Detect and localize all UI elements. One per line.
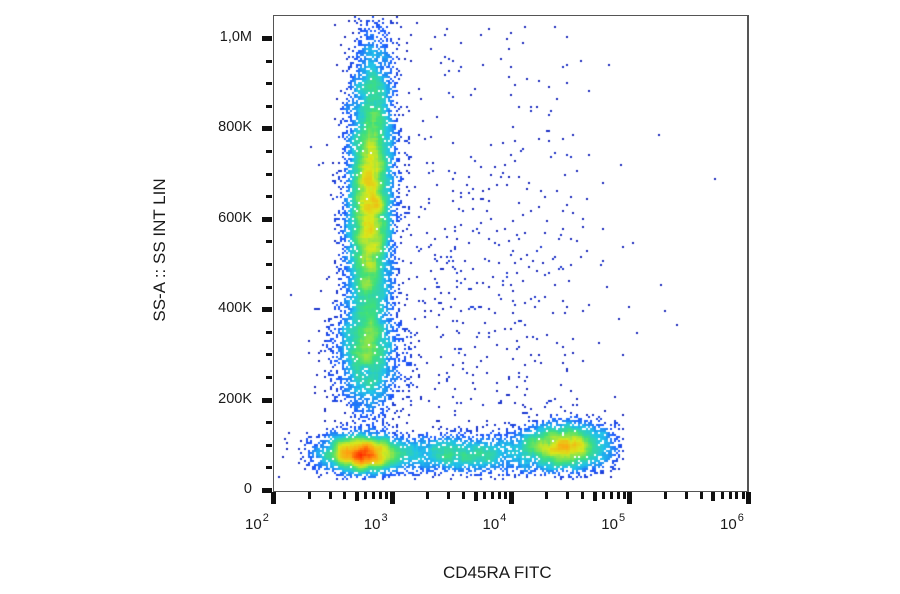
x-tick-minor [328,492,332,499]
y-tick-minor [266,240,272,244]
x-tick-minor [426,492,430,499]
y-tick-minor [266,330,272,334]
x-tick-minor [684,492,688,499]
y-tick-major [262,36,272,41]
x-tick-minor [720,492,724,499]
y-tick-major [262,488,272,493]
x-tick-minor [504,492,508,499]
x-tick-minor [462,492,466,499]
x-tick-minor [355,492,359,501]
x-tick-minor [566,492,570,499]
y-tick-minor [266,466,272,470]
y-tick-minor [266,82,272,86]
y-tick-label: 0 [243,481,252,497]
y-tick-major [262,307,272,313]
x-tick-minor [580,492,584,499]
x-tick-minor [592,492,597,501]
x-tick-minor [497,492,501,499]
y-tick-label: 800K [218,119,252,136]
x-tick-major [627,492,633,504]
y-tick-minor [266,285,272,289]
y-tick-minor [266,150,272,153]
x-tick-minor [735,492,739,499]
y-tick-label: 400K [218,300,252,317]
x-tick-minor [728,492,732,499]
x-tick-minor [711,492,716,501]
x-tick-label: 104 [482,512,507,533]
x-tick-minor [699,492,703,499]
y-tick-major [262,126,272,132]
x-tick-minor [741,492,745,499]
y-tick-minor [266,443,272,447]
x-axis-title: CD45RA FITC [443,563,552,582]
x-tick-minor [473,492,478,501]
y-tick-label: 1,0M [219,29,252,45]
x-tick-label: 106 [720,512,744,533]
y-tick-major [262,216,272,222]
density-scatter [274,16,748,491]
x-tick-minor [447,492,451,499]
x-tick-major [508,492,514,504]
x-tick-minor [364,492,368,499]
x-tick-label: 105 [601,512,626,533]
x-tick-minor [663,492,667,499]
y-tick-minor [266,59,272,63]
x-tick-minor [609,492,613,499]
x-tick-label: 102 [245,512,269,533]
x-tick-major [271,492,276,504]
y-tick-minor [266,353,272,357]
y-tick-minor [266,195,272,199]
x-tick-major [389,492,395,504]
x-tick-major [746,492,751,504]
y-tick-minor [266,421,272,425]
x-tick-minor [343,492,347,499]
y-tick-minor [266,172,272,176]
x-tick-minor [372,492,376,499]
y-tick-major [262,397,272,403]
x-tick-minor [616,492,620,499]
y-tick-minor [266,263,272,266]
x-tick-minor [601,492,605,499]
y-tick-label: 200K [218,390,252,407]
x-tick-minor [483,492,487,499]
x-tick-minor [307,492,311,499]
x-tick-minor [491,492,495,499]
x-tick-minor [385,492,389,499]
y-axis-title: SS-A :: SS INT LIN [150,178,169,322]
y-tick-minor [266,376,272,379]
plot-area [273,15,749,492]
x-tick-minor [545,492,549,499]
x-tick-minor [379,492,383,499]
x-tick-minor [622,492,626,499]
x-tick-label: 103 [363,512,388,533]
y-tick-minor [266,104,272,108]
y-tick-label: 600K [218,209,252,226]
